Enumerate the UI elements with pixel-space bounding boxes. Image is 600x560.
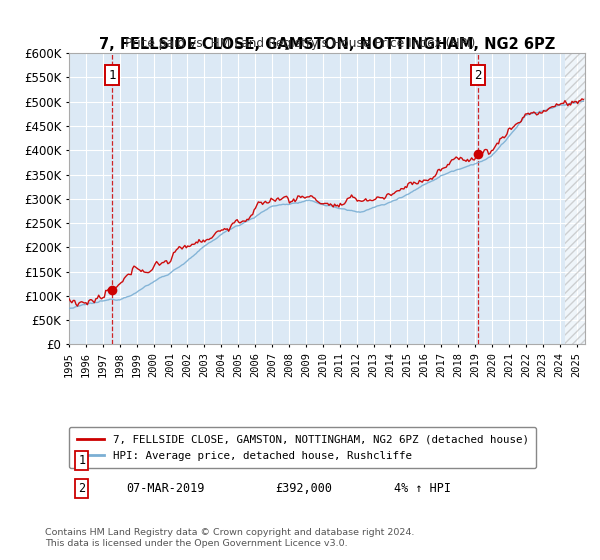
Text: Contains HM Land Registry data © Crown copyright and database right 2024.
This d: Contains HM Land Registry data © Crown c… bbox=[45, 528, 415, 548]
Text: Price paid vs. HM Land Registry's House Price Index (HPI): Price paid vs. HM Land Registry's House … bbox=[125, 37, 475, 50]
Text: 4% ↑ HPI: 4% ↑ HPI bbox=[394, 482, 451, 495]
Text: 2: 2 bbox=[475, 68, 482, 82]
Text: 07-MAR-2019: 07-MAR-2019 bbox=[126, 482, 204, 495]
Title: 7, FELLSIDE CLOSE, GAMSTON, NOTTINGHAM, NG2 6PZ: 7, FELLSIDE CLOSE, GAMSTON, NOTTINGHAM, … bbox=[99, 37, 555, 52]
Text: £392,000: £392,000 bbox=[275, 482, 332, 495]
Text: 1: 1 bbox=[109, 68, 116, 82]
Legend: 7, FELLSIDE CLOSE, GAMSTON, NOTTINGHAM, NG2 6PZ (detached house), HPI: Average p: 7, FELLSIDE CLOSE, GAMSTON, NOTTINGHAM, … bbox=[69, 427, 536, 468]
Text: 1: 1 bbox=[79, 454, 85, 468]
Text: 21-JUL-1997: 21-JUL-1997 bbox=[126, 454, 204, 468]
Text: 2: 2 bbox=[79, 482, 85, 495]
Text: 15% ↑ HPI: 15% ↑ HPI bbox=[394, 454, 458, 468]
Text: £112,000: £112,000 bbox=[275, 454, 332, 468]
